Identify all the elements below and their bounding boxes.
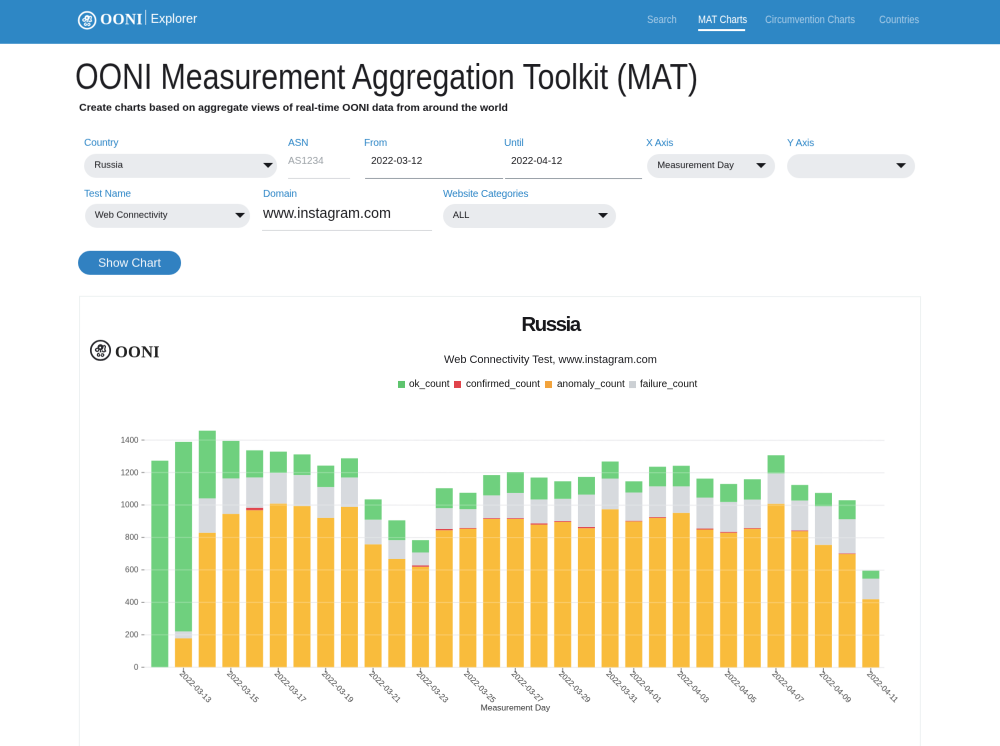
- svg-text:2022-03-21: 2022-03-21: [367, 669, 403, 705]
- svg-text:800: 800: [125, 533, 139, 542]
- svg-text:2022-03-23: 2022-03-23: [415, 669, 451, 705]
- svg-text:2022-03-19: 2022-03-19: [320, 669, 356, 705]
- svg-text:Measurement Day: Measurement Day: [481, 702, 551, 712]
- svg-text:2022-03-25: 2022-03-25: [462, 669, 498, 705]
- svg-text:2022-03-15: 2022-03-15: [225, 669, 261, 705]
- svg-text:2022-04-09: 2022-04-09: [818, 669, 854, 705]
- svg-text:1000: 1000: [121, 501, 139, 510]
- svg-text:600: 600: [125, 565, 139, 574]
- svg-text:200: 200: [125, 630, 139, 639]
- svg-text:2022-03-27: 2022-03-27: [510, 669, 546, 705]
- svg-text:2022-04-05: 2022-04-05: [723, 669, 759, 705]
- svg-text:2022-03-17: 2022-03-17: [273, 669, 309, 705]
- svg-text:2022-04-11: 2022-04-11: [865, 669, 900, 704]
- svg-text:0: 0: [134, 663, 139, 672]
- svg-text:2022-03-29: 2022-03-29: [557, 669, 593, 705]
- svg-text:1400: 1400: [121, 436, 139, 445]
- svg-text:400: 400: [125, 598, 139, 607]
- svg-text:2022-04-03: 2022-04-03: [675, 669, 711, 705]
- svg-text:OONI: OONI: [100, 11, 143, 28]
- svg-text:OONI: OONI: [115, 342, 160, 361]
- svg-text:2022-04-07: 2022-04-07: [770, 669, 806, 705]
- svg-text:2022-03-13: 2022-03-13: [178, 669, 214, 705]
- svg-text:1200: 1200: [121, 468, 139, 477]
